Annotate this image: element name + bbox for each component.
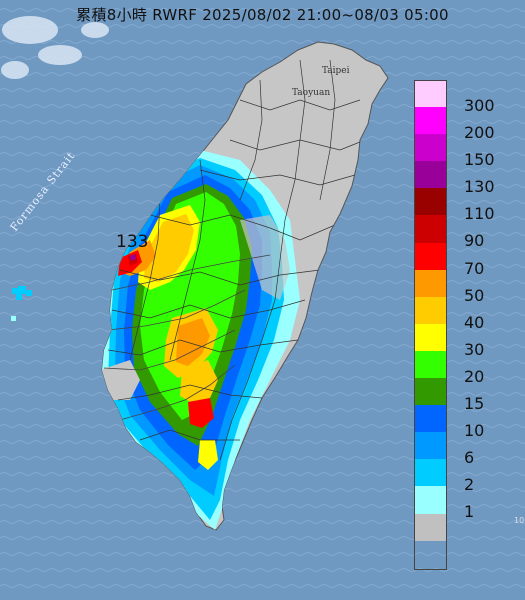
legend-swatch xyxy=(414,296,447,324)
legend-swatch xyxy=(414,378,447,406)
legend-row: 300 xyxy=(414,80,518,115)
legend-row: 130 xyxy=(414,161,518,196)
legend-row: 1 xyxy=(414,486,518,521)
legend-label: 150 xyxy=(464,150,495,170)
small-echo xyxy=(11,286,32,321)
legend-label: 130 xyxy=(464,177,495,197)
city-label-taipei: Taipei xyxy=(322,66,350,76)
legend-row: 90 xyxy=(414,215,518,250)
legend-label: 20 xyxy=(464,366,485,386)
legend-row: 2 xyxy=(414,459,518,494)
edge-mark: 10 xyxy=(514,516,525,525)
legend-swatch xyxy=(414,161,447,189)
legend-label: 6 xyxy=(464,448,475,468)
legend-swatch xyxy=(414,459,447,487)
legend-row: 10 xyxy=(414,405,518,440)
legend-label: 90 xyxy=(464,231,485,251)
legend-row: 70 xyxy=(414,242,518,278)
legend-row: 15 xyxy=(414,378,518,413)
legend-row: 40 xyxy=(414,296,518,332)
legend-label: 40 xyxy=(464,312,485,332)
legend-row: 150 xyxy=(414,134,518,169)
map-title: 累積8小時 RWRF 2025/08/02 21:00~08/03 05:00 xyxy=(76,6,449,24)
legend-swatch xyxy=(414,134,447,162)
legend-label: 10 xyxy=(464,421,485,441)
legend-label: 200 xyxy=(464,123,495,143)
legend-row: 200 xyxy=(414,107,518,142)
legend-row: 30 xyxy=(414,323,518,359)
legend-label: 2 xyxy=(464,475,475,495)
legend-label: 50 xyxy=(464,285,485,305)
cloud-patches xyxy=(1,16,109,79)
legend-label: 70 xyxy=(464,258,485,278)
legend-swatch xyxy=(414,432,447,460)
rivers xyxy=(103,254,271,421)
legend-label: 300 xyxy=(464,96,495,115)
legend-row: 110 xyxy=(414,188,518,223)
legend-swatch xyxy=(414,486,447,514)
max-rainfall-label: 133 xyxy=(116,232,149,252)
legend-label: 110 xyxy=(464,204,495,224)
legend-swatch xyxy=(414,80,447,108)
legend-label: 30 xyxy=(464,339,485,359)
legend-swatch xyxy=(414,188,447,216)
legend-label: 1 xyxy=(464,502,475,522)
rainfall-legend: 300 200 150 130 110 90 70 50 40 30 20 15 10 6 2 1 xyxy=(414,80,518,570)
legend-swatch xyxy=(414,405,447,433)
legend-swatch xyxy=(414,350,447,379)
rainfall-shading xyxy=(102,150,300,530)
legend-swatch xyxy=(414,215,447,243)
legend-swatch xyxy=(414,107,447,135)
legend-swatch xyxy=(414,242,447,270)
legend-row xyxy=(414,513,518,541)
legend-row: 6 xyxy=(414,432,518,467)
legend-swatch xyxy=(414,323,447,351)
legend-swatch xyxy=(414,513,447,541)
legend-row: 20 xyxy=(414,350,518,386)
admin-boundaries xyxy=(107,59,366,461)
city-label-taoyuan: Taoyuan xyxy=(292,88,331,98)
legend-row: 50 xyxy=(414,269,518,305)
legend-swatch xyxy=(414,269,447,297)
legend-label: 15 xyxy=(464,394,485,414)
